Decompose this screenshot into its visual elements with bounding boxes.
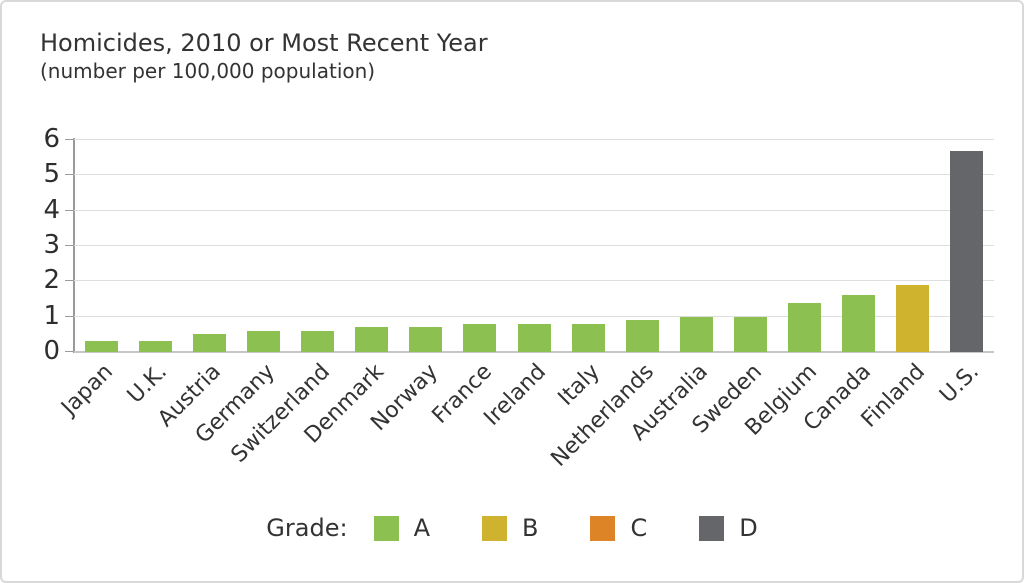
chart-subtitle: (number per 100,000 population) (40, 59, 376, 83)
chart-title: Homicides, 2010 or Most Recent Year (40, 29, 488, 57)
y-axis-label-5: 5 (43, 159, 60, 190)
legend-letter-d: D (739, 514, 758, 542)
y-tick-3 (65, 245, 73, 246)
grade-c-swatch-icon (590, 515, 616, 541)
gridline-y1 (74, 315, 994, 317)
legend-item-grade-a: A (373, 514, 430, 542)
y-tick-2 (65, 280, 73, 282)
bar-japan (84, 341, 118, 352)
legend-title: Grade: (266, 514, 348, 542)
y-axis-label-4: 4 (43, 194, 60, 225)
legend-item-grade-b: B (481, 514, 539, 542)
gridline-y5 (74, 174, 994, 176)
bar-austria (192, 334, 226, 352)
bar-switzerland (301, 330, 335, 352)
legend-item-grade-c: C (590, 514, 647, 542)
y-tick-4 (65, 209, 73, 211)
legend-letter-c: C (630, 514, 648, 542)
y-tick-6 (65, 139, 73, 140)
y-tick-0 (65, 351, 73, 352)
bar-australia (679, 316, 713, 352)
bar-germany (246, 330, 280, 352)
bar-canada (842, 295, 876, 352)
gridline-y4 (74, 209, 994, 211)
bar-finland (896, 284, 930, 352)
plot-area: 0 1 2 3 4 5 6 (43, 126, 994, 364)
x-axis-line (74, 351, 994, 353)
bar-france (463, 323, 497, 352)
bar-belgium (788, 302, 822, 352)
y-axis-label-6: 6 (43, 124, 60, 154)
grade-d-swatch-icon (699, 515, 725, 541)
y-tick-5 (65, 174, 73, 176)
gridline-y3 (74, 245, 994, 246)
y-axis-label-3: 3 (43, 230, 60, 260)
y-axis-label-0: 0 (43, 336, 60, 366)
bar-netherlands (625, 320, 659, 352)
legend-item-grade-d: D (699, 514, 758, 542)
grade-b-swatch-icon (481, 515, 507, 541)
legend-letter-b: B (521, 514, 539, 542)
gridline-y6 (74, 139, 994, 140)
bar-denmark (355, 327, 389, 352)
legend: Grade: A B C D (2, 514, 1022, 542)
bar-norway (409, 327, 443, 352)
y-axis-label-2: 2 (43, 265, 60, 296)
grade-a-swatch-icon (373, 515, 399, 541)
bar-ireland (517, 323, 551, 352)
y-tick-1 (65, 315, 73, 317)
bar-italy (571, 323, 605, 352)
bar-sweden (733, 316, 767, 352)
gridline-y2 (74, 280, 994, 282)
legend-letter-a: A (413, 514, 430, 542)
title-block: Homicides, 2010 or Most Recent Year (num… (40, 28, 488, 84)
bar-uk (138, 341, 172, 352)
y-axis-label-1: 1 (43, 300, 60, 331)
bar-us (950, 150, 984, 352)
